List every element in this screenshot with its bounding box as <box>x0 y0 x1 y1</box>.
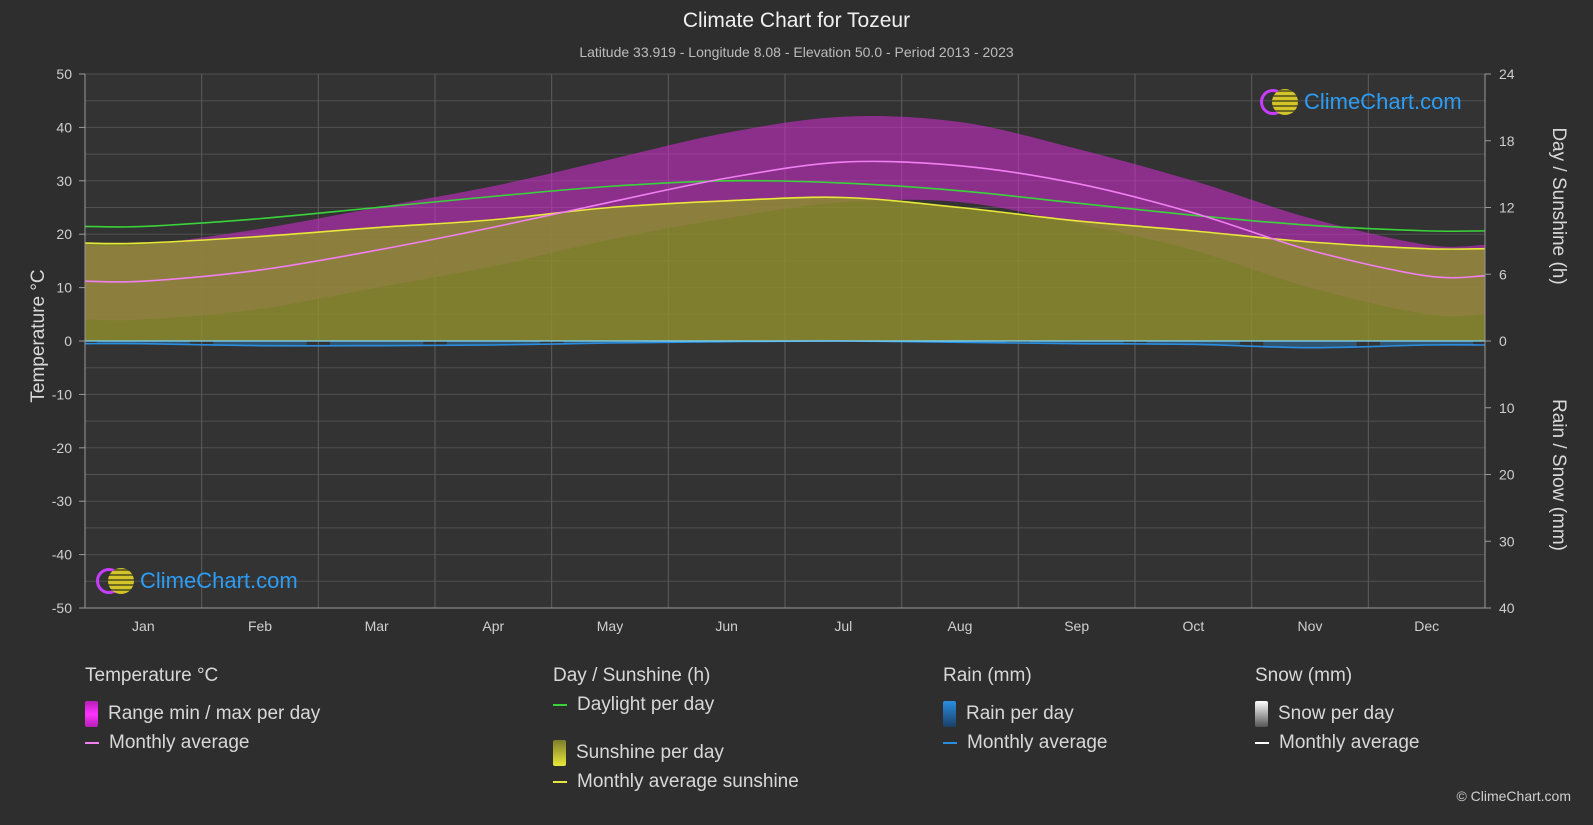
month-tick-label: Jun <box>715 618 738 634</box>
sunshine-fill <box>85 197 1485 341</box>
left-tick-label: 40 <box>56 119 72 135</box>
month-tick-label: Oct <box>1182 618 1204 634</box>
legend-temperature-heading: Temperature °C <box>85 665 219 686</box>
rain-bar <box>1263 341 1357 348</box>
sunshine-area <box>85 197 1485 341</box>
left-tick-label: -30 <box>52 493 72 509</box>
legend-sunshine-avg: Monthly average sunshine <box>553 770 799 794</box>
rain-bar <box>1380 341 1474 346</box>
sunshine-avg-line-icon <box>553 781 567 783</box>
legend-rain-avg-label: Monthly average <box>967 732 1108 753</box>
legend-rain: Rain per day <box>943 701 1074 727</box>
legend-snow-heading: Snow (mm) <box>1255 665 1353 686</box>
right-bottom-tick-label: 30 <box>1499 533 1515 549</box>
logo-sun-icon <box>108 568 134 594</box>
rain-bar <box>446 341 540 346</box>
logo-top-right[interactable]: ClimeChart.com <box>1260 89 1462 115</box>
legend-rain-label: Rain per day <box>966 703 1074 724</box>
snow-swatch-icon <box>1255 701 1268 727</box>
rain-swatch-icon <box>943 701 956 727</box>
right-top-tick-label: 6 <box>1499 266 1507 282</box>
series-lines <box>84 160 1486 349</box>
legend-sunshine-label: Sunshine per day <box>576 742 724 763</box>
left-tick-label: -10 <box>52 386 72 402</box>
left-tick-label: -20 <box>52 440 72 456</box>
right-bottom-tick-label: 40 <box>1499 600 1515 616</box>
rain-bar <box>330 341 424 346</box>
legend-temp-range-label: Range min / max per day <box>108 703 321 724</box>
right-top-tick-label: 12 <box>1499 200 1515 216</box>
rain-avg-line-icon <box>943 742 957 744</box>
chart-subtitle: Latitude 33.919 - Longitude 8.08 - Eleva… <box>579 44 1014 60</box>
logo-text: ClimeChart.com <box>1304 89 1462 114</box>
temp-avg-line-icon <box>85 742 99 744</box>
logo-text: ClimeChart.com <box>140 568 298 593</box>
left-tick-label: -40 <box>52 547 72 563</box>
month-tick-label: May <box>597 618 623 634</box>
legend-sunshine-heading: Day / Sunshine (h) <box>553 665 711 686</box>
rain-bar <box>96 341 190 344</box>
rain-bar <box>1146 341 1240 345</box>
left-tick-label: -50 <box>52 600 72 616</box>
legend-snow-label: Snow per day <box>1278 703 1395 724</box>
legend-sunshine-avg-label: Monthly average sunshine <box>577 771 799 792</box>
legend-rain-avg: Monthly average <box>943 731 1107 755</box>
logo-bottom-left[interactable]: ClimeChart.com <box>96 568 298 594</box>
left-tick-label: 50 <box>56 66 72 82</box>
legend-rain-heading: Rain (mm) <box>943 665 1032 686</box>
left-tick-label: 20 <box>56 226 72 242</box>
legend-temp-avg-label: Monthly average <box>109 732 250 753</box>
sunshine-swatch-icon <box>553 740 566 766</box>
month-tick-label: Nov <box>1298 618 1323 634</box>
legend-snow-avg: Monthly average <box>1255 731 1419 755</box>
month-tick-label: Aug <box>948 618 973 634</box>
right-top-tick-label: 24 <box>1499 66 1515 82</box>
right-top-tick-label: 18 <box>1499 133 1515 149</box>
right-bottom-axis-label: Rain / Snow (mm) <box>1548 399 1569 551</box>
daylight-line-icon <box>553 704 567 706</box>
right-bottom-tick-label: 20 <box>1499 467 1515 483</box>
axis-ticks: 50 40 30 20 10 0 -10 -20 -30 -40 -50 24 18 12 6 0 10 20 30… <box>52 66 1515 634</box>
sunshine-avg-line <box>84 196 1486 250</box>
left-tick-label: 0 <box>64 333 72 349</box>
daylight-line <box>84 179 1486 233</box>
snow-avg-line-icon <box>1255 742 1269 744</box>
legend-temp-avg: Monthly average <box>85 731 249 755</box>
temp-avg-line <box>84 160 1486 283</box>
legend-sunshine: Sunshine per day <box>553 740 724 766</box>
right-bottom-tick-label: 10 <box>1499 400 1515 416</box>
legend-temp-range: Range min / max per day <box>85 701 320 727</box>
left-tick-label: 10 <box>56 280 72 296</box>
month-tick-label: Jul <box>834 618 852 634</box>
rain-bar <box>1030 341 1124 344</box>
temp-range-swatch-icon <box>85 701 98 727</box>
month-tick-label: Jan <box>132 618 155 634</box>
legend-daylight: Daylight per day <box>553 693 714 717</box>
right-top-tick-label: 0 <box>1499 333 1507 349</box>
left-tick-label: 30 <box>56 173 72 189</box>
legend-snow: Snow per day <box>1255 701 1394 727</box>
chart-title: Climate Chart for Tozeur <box>682 9 911 32</box>
left-axis-label: Temperature °C <box>28 269 49 402</box>
month-tick-label: Sep <box>1064 618 1089 634</box>
month-tick-label: Dec <box>1414 618 1439 634</box>
logo-sun-icon <box>1272 89 1298 115</box>
rain-bar <box>213 341 307 346</box>
month-tick-label: Apr <box>482 618 504 634</box>
rain-bar <box>563 341 657 344</box>
month-tick-label: Feb <box>248 618 272 634</box>
month-tick-label: Mar <box>365 618 389 634</box>
legend-snow-avg-label: Monthly average <box>1279 732 1420 753</box>
legend-daylight-label: Daylight per day <box>577 694 715 715</box>
right-top-axis-label: Day / Sunshine (h) <box>1548 127 1569 284</box>
copyright: © ClimeChart.com <box>1456 788 1571 804</box>
